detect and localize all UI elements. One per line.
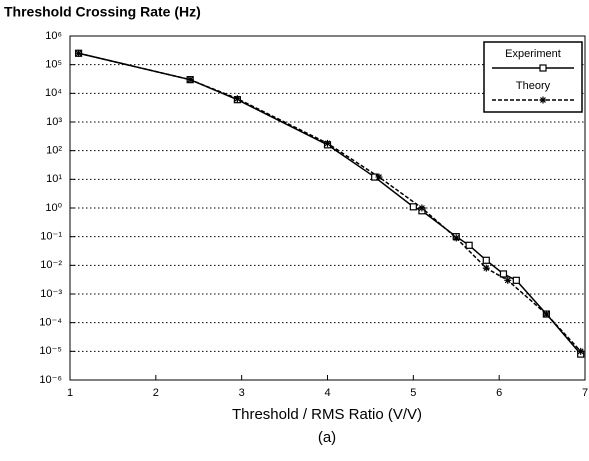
x-tick-label: 3: [239, 387, 245, 399]
x-tick-label: 4: [324, 387, 330, 399]
marker: [75, 49, 83, 57]
marker: [418, 204, 426, 212]
x-tick-label: 7: [582, 387, 588, 399]
marker: [577, 347, 585, 355]
marker: [482, 264, 490, 272]
caption: (a): [318, 429, 336, 446]
chart-title: Threshold Crossing Rate (Hz): [4, 4, 201, 20]
marker: [482, 256, 490, 264]
legend-marker: [539, 64, 547, 72]
y-tick-label: 10⁵: [45, 59, 62, 71]
y-tick-label: 10⁻⁵: [39, 345, 62, 357]
x-tick-label: 2: [153, 387, 159, 399]
y-tick-label: 10⁰: [45, 202, 62, 214]
y-tick-label: 10²: [46, 145, 62, 157]
marker: [465, 241, 473, 249]
y-tick-label: 10⁶: [45, 30, 62, 42]
legend-label: Theory: [516, 80, 551, 92]
y-tick-label: 10¹: [46, 173, 62, 185]
marker: [542, 310, 550, 318]
marker: [504, 276, 512, 284]
marker: [499, 270, 508, 278]
marker: [233, 95, 241, 103]
x-tick-label: 1: [67, 387, 73, 399]
plot-frame: [69, 35, 586, 381]
y-tick-label: 10⁴: [45, 87, 62, 99]
y-tick-label: 10³: [46, 116, 62, 128]
y-tick-label: 10⁻¹: [40, 231, 62, 243]
marker: [409, 203, 417, 211]
y-tick-label: 10⁻²: [40, 259, 62, 271]
y-tick-label: 10⁻⁶: [39, 374, 62, 386]
marker: [186, 76, 194, 84]
x-axis-label: Threshold / RMS Ratio (V/V): [232, 406, 422, 423]
legend-marker: [539, 96, 547, 104]
y-tick-label: 10⁻³: [40, 288, 62, 300]
marker: [512, 276, 520, 284]
legend-label: Experiment: [505, 48, 561, 60]
x-tick-label: 6: [496, 387, 502, 399]
marker: [324, 139, 331, 147]
y-tick-label: 10⁻⁴: [39, 317, 62, 329]
marker: [452, 234, 460, 242]
x-tick-label: 5: [410, 387, 416, 399]
marker: [375, 173, 383, 181]
